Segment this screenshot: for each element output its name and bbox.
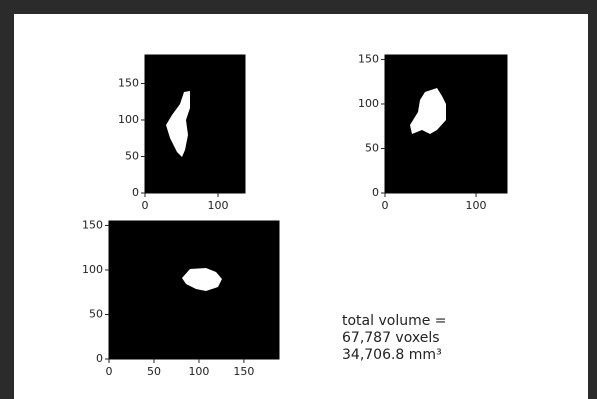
panel-2 <box>385 55 507 193</box>
image <box>145 55 245 193</box>
y-tick-label: 100 <box>118 113 139 126</box>
x-tick-label: 0 <box>382 199 389 212</box>
summary-line: total volume = <box>342 313 447 329</box>
image <box>109 221 279 359</box>
x-tick-label: 0 <box>142 199 149 212</box>
y-tick-label: 150 <box>118 76 139 89</box>
x-tick-label: 100 <box>207 199 228 212</box>
y-tick-label: 150 <box>358 52 379 65</box>
y-tick-label: 0 <box>96 352 103 365</box>
panel-1 <box>145 55 245 193</box>
y-tick-label: 50 <box>89 307 103 320</box>
figure: total volume = 67,787 voxels 34,706.8 mm… <box>0 0 597 399</box>
y-tick-label: 100 <box>358 97 379 110</box>
summary-line: 67,787 voxels <box>342 330 440 346</box>
page: total volume = 67,787 voxels 34,706.8 mm… <box>0 0 597 399</box>
y-tick-label: 50 <box>125 149 139 162</box>
y-tick-label: 0 <box>132 186 139 199</box>
panel-3 <box>109 221 279 359</box>
x-tick-label: 150 <box>233 365 254 378</box>
x-tick-label: 100 <box>188 365 209 378</box>
y-tick-label: 0 <box>372 186 379 199</box>
y-tick-label: 100 <box>82 263 103 276</box>
x-tick-label: 50 <box>147 365 161 378</box>
y-tick-label: 150 <box>82 218 103 231</box>
x-tick-label: 100 <box>466 199 487 212</box>
x-tick-label: 0 <box>106 365 113 378</box>
image <box>385 55 507 193</box>
summary-line: 34,706.8 mm³ <box>342 347 442 363</box>
y-tick-label: 50 <box>365 141 379 154</box>
